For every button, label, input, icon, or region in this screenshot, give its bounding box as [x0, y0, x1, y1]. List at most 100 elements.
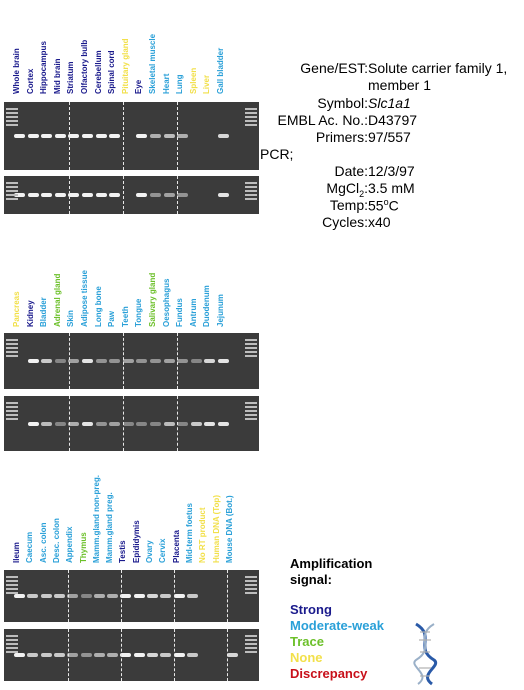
ladder-marker [6, 635, 18, 637]
lane-label: Asc. colon [38, 522, 48, 563]
ladder-marker [6, 194, 18, 196]
ladder-marker [245, 190, 257, 192]
gel-band [150, 193, 161, 197]
gel-band [82, 193, 93, 197]
lane-separator [177, 176, 179, 214]
gel-band [41, 134, 53, 138]
lane-label: Desc. colon [51, 518, 61, 563]
ladder-marker [6, 112, 18, 114]
gel-band [186, 653, 198, 657]
gel-band [54, 421, 66, 426]
gel-band [147, 653, 158, 657]
ladder-marker [6, 647, 18, 649]
ladder-marker [245, 112, 257, 114]
symbol-label: Symbol: [317, 95, 368, 111]
ladder-marker [245, 108, 257, 110]
ladder-marker [6, 343, 18, 345]
gel-image-top-2 [4, 333, 259, 389]
gel-band [40, 653, 52, 657]
gel-band [109, 193, 121, 197]
lane-separator [177, 333, 179, 389]
temp-label: Temp: [329, 197, 368, 213]
ladder-marker [245, 418, 257, 420]
gel-band [226, 653, 238, 657]
ladder-marker [245, 355, 257, 357]
ladder-marker [245, 643, 257, 645]
lane-separator [120, 570, 122, 622]
gel-band [218, 193, 229, 197]
ladder-marker [245, 647, 257, 649]
gel-image-bottom-1 [4, 176, 259, 214]
ladder-marker [6, 402, 18, 404]
gel-band [53, 653, 65, 657]
gel-band [93, 653, 105, 657]
gel-band [173, 653, 185, 657]
ladder-marker [6, 576, 18, 578]
ladder-marker [245, 351, 257, 353]
cycles-value: x40 [368, 214, 391, 230]
gel-band [120, 594, 132, 598]
legend: Amplification signal: Strong Moderate-we… [290, 556, 490, 682]
embl-value: D43797 [368, 112, 418, 128]
gel-band [14, 134, 25, 138]
gel-band [107, 653, 119, 657]
gel-band [190, 421, 202, 426]
lane-label: Cervix [158, 538, 168, 563]
lane-separator [68, 333, 70, 389]
gel-band [136, 359, 148, 363]
gel-band [160, 594, 172, 598]
legend-spacer [290, 588, 490, 602]
lane-label: Ileum [12, 542, 21, 563]
lane-separator [173, 629, 175, 681]
gene-label: Gene/EST: [300, 60, 368, 76]
gel-band [150, 134, 161, 138]
lane-labels-3: Ileum Caecum Asc. colon Desc. colon Appendix… [0, 0, 260, 563]
lane-separator [120, 629, 122, 681]
gel-band [163, 193, 175, 197]
ladder-marker [245, 186, 257, 188]
ladder-marker [6, 116, 18, 118]
dna-helix-icon [413, 622, 438, 686]
gel-band [53, 594, 65, 598]
ladder-marker [6, 339, 18, 341]
ladder-marker [6, 592, 18, 594]
gel-band [67, 594, 79, 598]
gel-band [133, 653, 145, 657]
gel-band [163, 421, 175, 426]
ladder-marker [245, 339, 257, 341]
gel-band [54, 193, 66, 197]
mgcl-label: MgCl2: [326, 180, 368, 199]
lane-label: Placenta [171, 530, 181, 563]
gel-band [41, 421, 53, 426]
ladder-marker [6, 120, 18, 122]
gel-band [136, 134, 148, 138]
ladder-marker [245, 182, 257, 184]
gel-band [27, 421, 39, 426]
gel-band [177, 359, 189, 363]
gel-image-top-3 [4, 570, 259, 622]
lane-label: Mamm.gland non-preg. [91, 475, 101, 563]
lane-label: Mid-term foetus [184, 503, 194, 563]
gel-band [54, 134, 66, 138]
gel-band [218, 134, 229, 138]
temp-value: 55oC [368, 197, 399, 214]
gel-band [163, 359, 175, 363]
ladder-marker [245, 576, 257, 578]
gel-band [54, 359, 66, 363]
mgcl-colon: : [364, 180, 368, 196]
gel-band [95, 193, 107, 197]
temp-degree: o [383, 197, 389, 207]
lane-separator [123, 176, 124, 214]
gel-band [109, 134, 121, 138]
lane-separator [67, 570, 69, 622]
ladder-marker [245, 580, 257, 582]
gel-band [27, 134, 39, 138]
lane-separator [68, 102, 70, 170]
ladder-marker [245, 635, 257, 637]
lane-separator [123, 102, 124, 170]
ladder-marker [6, 651, 18, 653]
gel-band [163, 134, 175, 138]
gene-value-line2: member 1 [368, 77, 432, 93]
lane-label: No RT product [198, 507, 208, 563]
gel-band [177, 421, 189, 426]
